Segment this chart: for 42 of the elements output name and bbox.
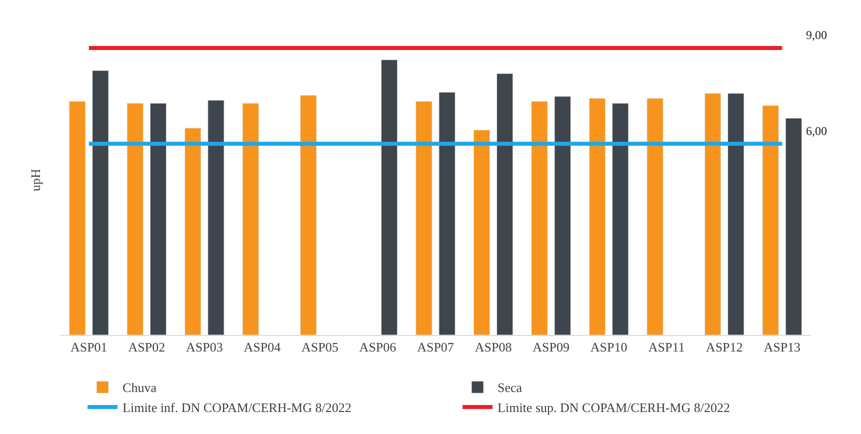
bar: [126, 103, 144, 335]
bar: [300, 95, 317, 335]
x-tick-label: ASP06: [359, 340, 397, 355]
bar: [646, 98, 664, 335]
bar: [612, 103, 629, 335]
bar: [473, 130, 490, 335]
x-tick-label: ASP08: [474, 340, 512, 355]
x-tick-label: ASP04: [244, 340, 282, 355]
bar: [208, 100, 224, 335]
bar: [68, 101, 86, 335]
legend-label: Limite sup. DN COPAM/CERH-MG 8/2022: [498, 400, 730, 416]
x-tick-label: ASP12: [706, 340, 743, 355]
bar: [496, 73, 514, 335]
y-axis-title: upH: [28, 168, 43, 192]
bar: [92, 70, 109, 335]
x-tick-label: ASP11: [648, 340, 685, 355]
bar: [380, 60, 398, 335]
bar: [438, 92, 456, 335]
bar: [588, 98, 606, 335]
x-tick-label: ASP03: [186, 340, 223, 355]
annotation: 6,00: [806, 124, 827, 138]
bar: [150, 103, 167, 335]
bar: [531, 101, 548, 335]
x-tick-label: ASP02: [128, 340, 166, 355]
bar: [762, 105, 779, 335]
bar: [728, 93, 744, 335]
x-tick-label: ASP07: [417, 340, 454, 355]
x-tick-label: ASP09: [532, 340, 570, 355]
x-tick-label: ASP10: [590, 340, 628, 355]
legend-label: Chuva: [122, 380, 157, 396]
bar: [242, 103, 259, 335]
legend-label: Seca: [498, 380, 522, 396]
bar: [416, 101, 432, 335]
legend-label: Limite inf. DN COPAM/CERH-MG 8/2022: [122, 400, 352, 416]
x-tick-label: ASP05: [302, 340, 338, 355]
x-tick-label: ASP01: [70, 340, 108, 355]
bar: [704, 93, 722, 335]
annotation: 9,00: [806, 28, 827, 42]
bar: [554, 96, 571, 335]
bar: [785, 118, 802, 335]
x-tick-label: ASP13: [764, 340, 801, 355]
bar: [184, 128, 202, 335]
